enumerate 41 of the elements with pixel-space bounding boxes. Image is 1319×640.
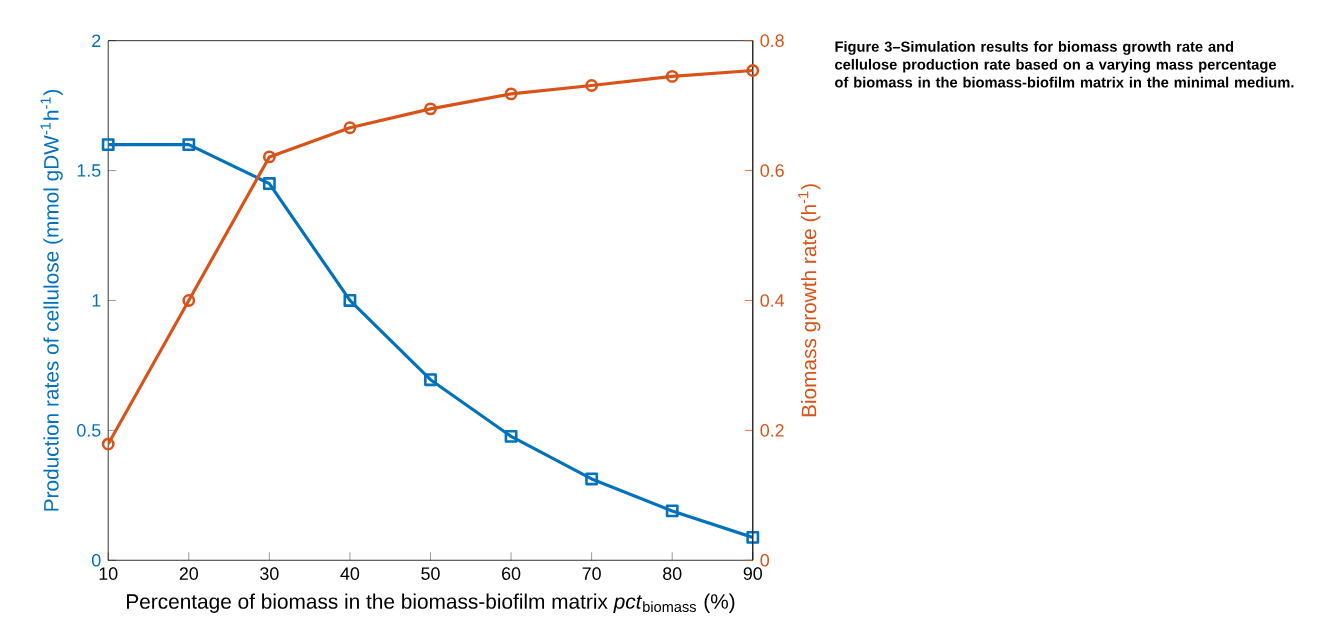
y-tick-label: 2 [92,34,101,48]
x-tick-label: 40 [340,567,360,581]
point [262,150,276,164]
x-tick-label: 70 [582,567,601,581]
x-tick-label: 90 [743,567,763,581]
caption: Figure 3–Simulation results for biomass growth rate and cellulose production rate based on a varying mass percentage of biomass in the biomass-biofilm matrix in the minimal medium. [835,41,1294,88]
x-tick-label: 50 [421,567,440,581]
point [746,64,760,78]
y-tick-label: 1.5 [77,164,101,177]
point [665,70,679,84]
point [585,79,599,93]
x-tick-label: 80 [663,567,682,581]
point [343,294,357,308]
y2-tick-label: 0.6 [760,164,784,178]
point [101,138,115,152]
y2-tick-label: 0.8 [760,34,784,48]
y-tick-label: 1 [92,294,101,307]
point [585,472,599,486]
point [343,121,357,135]
point [424,102,437,116]
point [424,373,437,387]
point [746,531,760,545]
y-axis-title: Production rates of cellulose (mmol gDW$^{-1}$h$^{-1}$) [40,90,63,511]
point [101,437,115,451]
x-axis-title: Percentage of biomass in the biomass-biofilm matrix pct$_{biomass}$ (%) [127,593,735,614]
point [504,430,518,443]
y2-tick-label: 0.4 [760,294,785,307]
point [182,138,196,152]
x-tick-label: 20 [179,567,199,581]
y2-axis-title: Biomass growth rate (h$^{-1}$) [798,184,821,417]
x-tick-label: 60 [502,567,521,581]
x-tick-label: 10 [99,567,118,581]
point [504,87,518,101]
point [665,504,679,518]
y2-tick-label: 0.2 [760,424,784,437]
x-tick-label: 30 [260,567,279,581]
y-tick-label: 0 [91,554,101,567]
point [262,177,276,191]
point [182,294,196,308]
y2-tick-label: 0 [760,554,770,567]
y-tick-label: 0.5 [77,424,101,437]
